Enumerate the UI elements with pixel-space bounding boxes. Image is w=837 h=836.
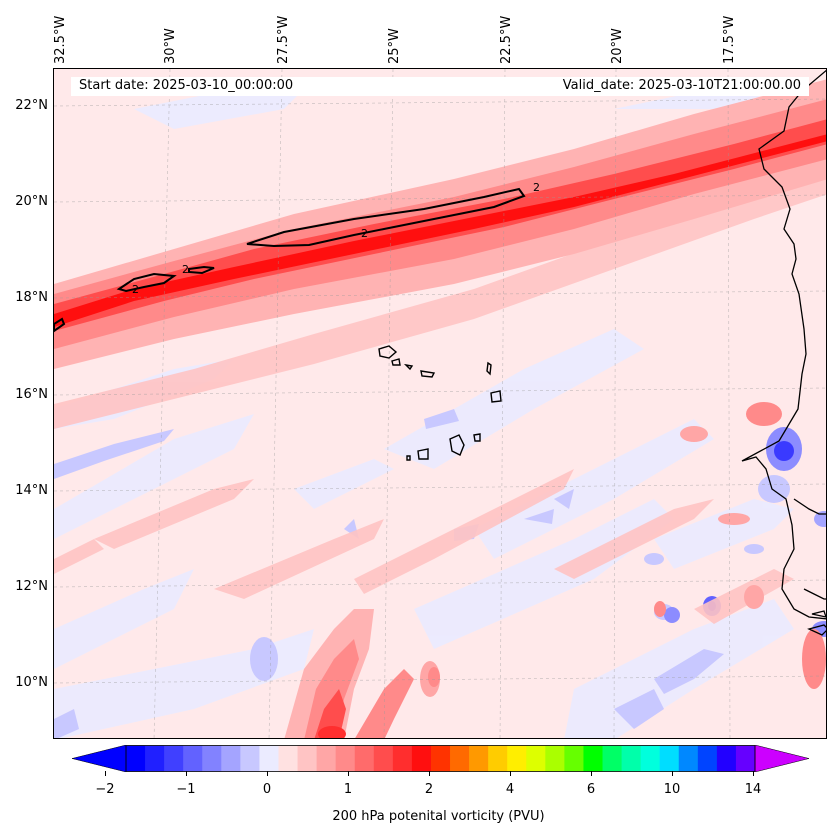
colorbar-segment <box>659 745 680 772</box>
cb-tick-label-14: 14 <box>744 782 762 797</box>
cb-tick-label-6: 6 <box>586 782 596 797</box>
colorbar-segment <box>507 745 527 772</box>
colorbar-segment <box>164 745 184 772</box>
colorbar-segment <box>335 745 356 772</box>
colorbar-segment <box>297 745 318 772</box>
cb-tick <box>267 771 268 776</box>
valid-date-text: Valid_date: 2025-03-10T21:00:00.00 <box>562 78 801 93</box>
colorbar-segment <box>678 745 699 772</box>
southern-red-plume <box>284 609 440 738</box>
colorbar-segment <box>240 745 261 772</box>
east-red-blobs <box>428 402 826 689</box>
lat-label-10n: 10°N <box>15 675 48 690</box>
colorbar-segment <box>488 745 508 772</box>
colorbar-segment <box>354 745 375 772</box>
colorbar-segment <box>602 745 623 772</box>
colorbar-segment <box>126 745 146 772</box>
lon-label-22-5w: 22.5°W <box>499 15 514 64</box>
cb-tick <box>348 771 349 776</box>
colorbar-segments <box>126 745 756 772</box>
start-date-text: Start date: 2025-03-10_00:00:00 <box>79 78 294 93</box>
colorbar-segment <box>316 745 337 772</box>
lat-label-14n: 14°N <box>15 483 48 498</box>
lon-label-30w: 30°W <box>163 28 178 64</box>
colorbar-segment <box>735 745 756 772</box>
map-panel[interactable]: 2 2 2 2 Start date: 2025-03-1 <box>53 68 827 739</box>
colorbar-segment <box>411 745 432 772</box>
colorbar-segment <box>450 745 470 772</box>
colorbar-segment <box>545 745 565 772</box>
colorbar-segment <box>469 745 489 772</box>
lat-label-16n: 16°N <box>15 387 48 402</box>
lat-label-18n: 18°N <box>15 290 48 305</box>
lon-label-32-5w: 32.5°W <box>53 15 68 64</box>
cb-tick <box>672 771 673 776</box>
colorbar-segment <box>526 745 546 772</box>
colorbar-segment <box>202 745 222 772</box>
svg-text:2: 2 <box>132 283 139 296</box>
colorbar-under-arrow <box>72 745 127 772</box>
colorbar-label: 200 hPa potenital vorticity (PVU) <box>332 809 545 824</box>
cb-tick <box>753 771 754 776</box>
cb-tick-label-1: 1 <box>343 782 353 797</box>
cb-tick-label-2: 2 <box>424 782 434 797</box>
cb-tick-label-neg1: −1 <box>176 782 196 797</box>
cb-tick <box>186 771 187 776</box>
colorbar-segment <box>640 745 661 772</box>
cb-tick <box>105 771 106 776</box>
colorbar-over-arrow <box>754 745 809 772</box>
lon-label-20w: 20°W <box>610 28 625 64</box>
lon-label-27-5w: 27.5°W <box>276 15 291 64</box>
pv-contour-map: 2 2 2 2 <box>54 69 826 738</box>
colorbar-segment <box>564 745 585 772</box>
cb-tick-label-10: 10 <box>663 782 681 797</box>
svg-text:2: 2 <box>533 181 540 194</box>
info-bar: Start date: 2025-03-10_00:00:00 Valid_da… <box>71 77 809 96</box>
west-africa-coastline <box>741 69 826 636</box>
lon-label-25w: 25°W <box>387 28 402 64</box>
colorbar-segment <box>183 745 203 772</box>
colorbar-outline <box>125 745 756 772</box>
svg-text:2: 2 <box>361 227 368 240</box>
lat-label-22n: 22°N <box>15 98 48 113</box>
lat-label-20n: 20°N <box>15 194 48 209</box>
gridlines <box>54 69 826 738</box>
pv2-contour-labels: 2 2 2 2 <box>132 181 540 296</box>
colorbar-segment <box>278 745 299 772</box>
colorbar-segment <box>621 745 642 772</box>
colorbar-segment <box>259 745 280 772</box>
colorbar-segment <box>697 745 718 772</box>
svg-text:2: 2 <box>182 263 189 276</box>
cb-tick <box>591 771 592 776</box>
cape-verde-islands <box>378 345 502 461</box>
colorbar <box>72 745 809 772</box>
cb-tick-label-0: 0 <box>262 782 272 797</box>
colorbar-segment <box>430 745 451 772</box>
colorbar-segment <box>145 745 165 772</box>
jet-band <box>54 79 826 369</box>
cb-tick-label-4: 4 <box>505 782 515 797</box>
lat-label-12n: 12°N <box>15 579 48 594</box>
colorbar-segment <box>716 745 737 772</box>
cb-tick <box>510 771 511 776</box>
lon-label-17-5w: 17.5°W <box>722 15 737 64</box>
colorbar-segment <box>583 745 604 772</box>
cb-tick-label-neg2: −2 <box>95 782 115 797</box>
colorbar-segment <box>373 745 394 772</box>
cb-tick <box>429 771 430 776</box>
colorbar-segment <box>392 745 413 772</box>
pv2-contours <box>54 187 526 333</box>
colorbar-segment <box>221 745 241 772</box>
